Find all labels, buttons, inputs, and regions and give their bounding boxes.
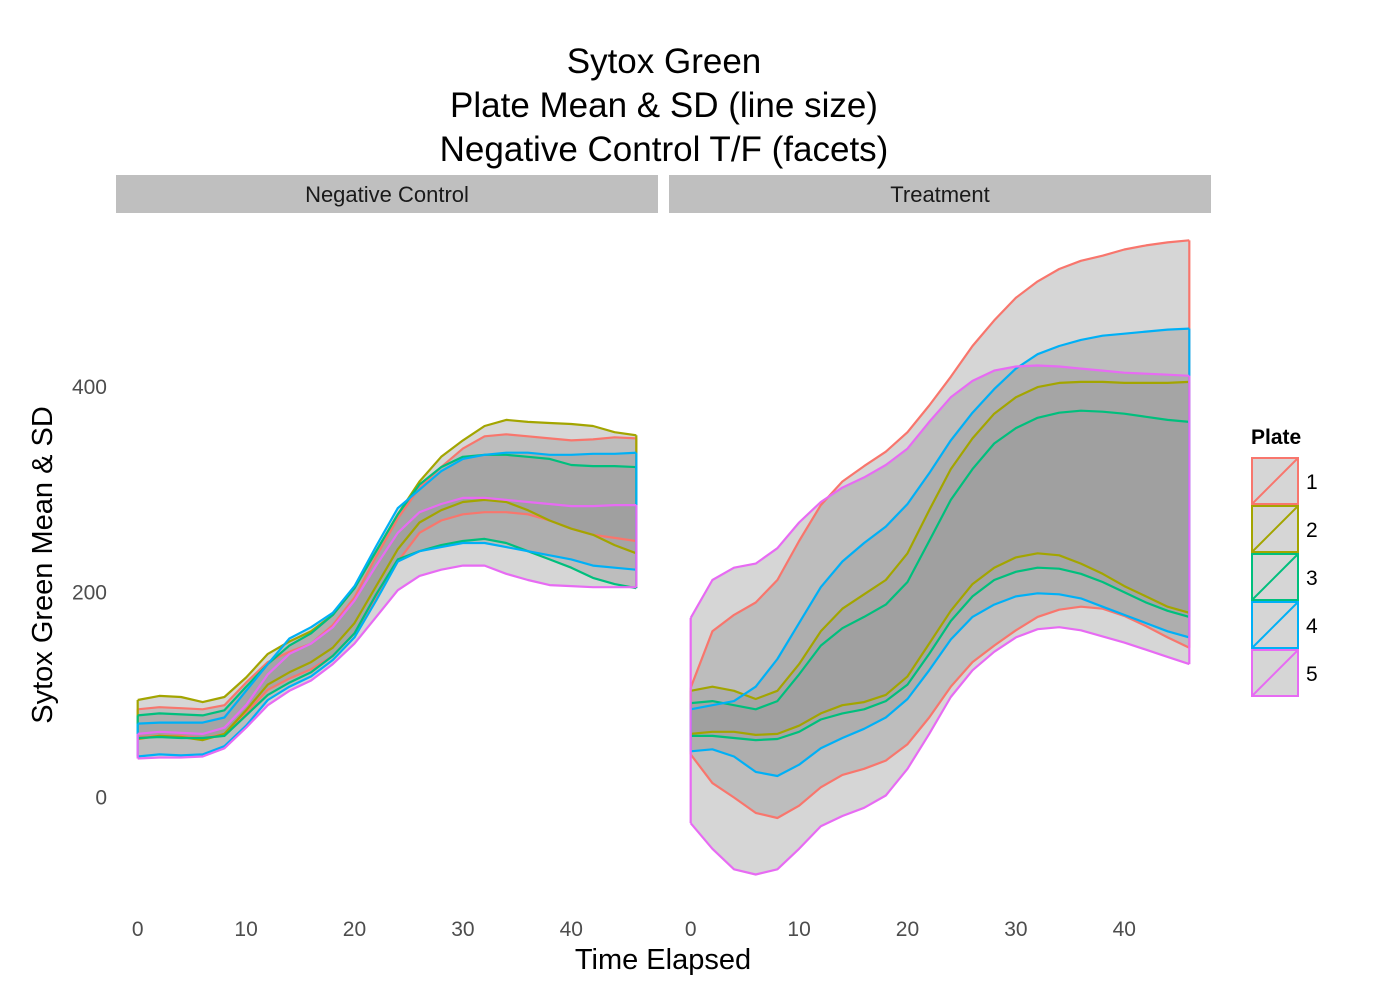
facet-panel-negative-control	[136, 418, 638, 760]
y-tick-label: 400	[72, 376, 107, 399]
x-tick-label: 30	[451, 918, 474, 941]
x-tick-label: 10	[787, 918, 810, 941]
facet-strip-treatment	[669, 175, 1211, 213]
upper-line-plate-4	[137, 451, 637, 725]
lower-line-plate-4	[690, 592, 1190, 778]
x-tick-label: 40	[1113, 918, 1136, 941]
ribbon-plate-4	[690, 328, 1190, 776]
y-tick-label: 0	[95, 787, 107, 810]
y-axis-ticks: 0 200 400	[72, 376, 107, 809]
upper-line-plate-1	[137, 433, 637, 711]
upper-line-plate-3	[690, 409, 1190, 711]
title-line-3: Negative Control T/F (facets)	[439, 130, 889, 169]
legend-key-plate-4	[1251, 601, 1299, 649]
title-line-2: Plate Mean & SD (line size)	[450, 86, 878, 125]
legend-key-plate-3	[1251, 553, 1299, 601]
upper-line-plate-4	[690, 327, 1190, 711]
ribbon-plate-3	[690, 410, 1190, 741]
x-tick-label: 0	[132, 918, 144, 941]
legend-label-plate-5: 5	[1306, 663, 1318, 686]
legend-label-plate-4: 4	[1306, 615, 1318, 638]
x-tick-label: 30	[1004, 918, 1027, 941]
legend-key-plate-2	[1251, 505, 1299, 553]
x-tick-label: 10	[234, 918, 257, 941]
upper-line-plate-3	[137, 453, 637, 717]
legend-label-plate-3: 3	[1306, 567, 1318, 590]
ribbon-plate-1	[690, 240, 1190, 819]
lower-line-plate-1	[689, 605, 1190, 820]
facet-label-treatment: Treatment	[890, 182, 989, 207]
ribbon-plate-5	[690, 365, 1190, 875]
lower-line-plate-5	[137, 564, 637, 760]
x-axis-title: Time Elapsed	[575, 944, 751, 976]
lower-line-plate-3	[137, 537, 637, 740]
lower-line-plate-5	[689, 626, 1190, 876]
x-tick-label: 0	[685, 918, 697, 941]
x-tick-label: 20	[896, 918, 919, 941]
y-axis-title: Sytox Green Mean & SD	[27, 406, 59, 724]
lower-line-plate-2	[690, 552, 1190, 737]
legend-label-plate-2: 2	[1306, 519, 1318, 542]
lower-line-plate-4	[137, 541, 637, 758]
x-axis-ticks: 0 10 20 30 40 0 10 20 30 40	[132, 918, 1136, 941]
lower-line-plate-2	[137, 498, 637, 742]
x-tick-label: 40	[560, 918, 583, 941]
legend-key-plate-5	[1251, 649, 1299, 697]
ribbon-plate-3	[137, 454, 637, 738]
plate-legend: Plate 1 2 3 4 5	[1251, 426, 1318, 697]
legend-key-plate-1	[1251, 457, 1299, 505]
facet-strip-negative-control	[116, 175, 658, 213]
ribbon-plate-5	[137, 497, 637, 759]
chart-title: Sytox Green Plate Mean & SD (line size) …	[0, 40, 1328, 172]
y-tick-label: 200	[72, 581, 107, 604]
upper-line-plate-5	[137, 496, 637, 736]
x-tick-label: 20	[343, 918, 366, 941]
legend-title: Plate	[1251, 426, 1301, 449]
legend-label-plate-1: 1	[1306, 471, 1318, 494]
ribbon-plate-2	[690, 381, 1190, 735]
facet-panel-treatment	[689, 239, 1191, 876]
upper-line-plate-5	[689, 364, 1190, 619]
ribbon-plate-1	[137, 434, 637, 738]
upper-line-plate-2	[690, 380, 1190, 701]
lower-line-plate-3	[690, 566, 1190, 742]
title-line-1: Sytox Green	[566, 42, 762, 81]
upper-line-plate-1	[689, 239, 1190, 689]
facet-label-negative-control: Negative Control	[305, 182, 469, 207]
